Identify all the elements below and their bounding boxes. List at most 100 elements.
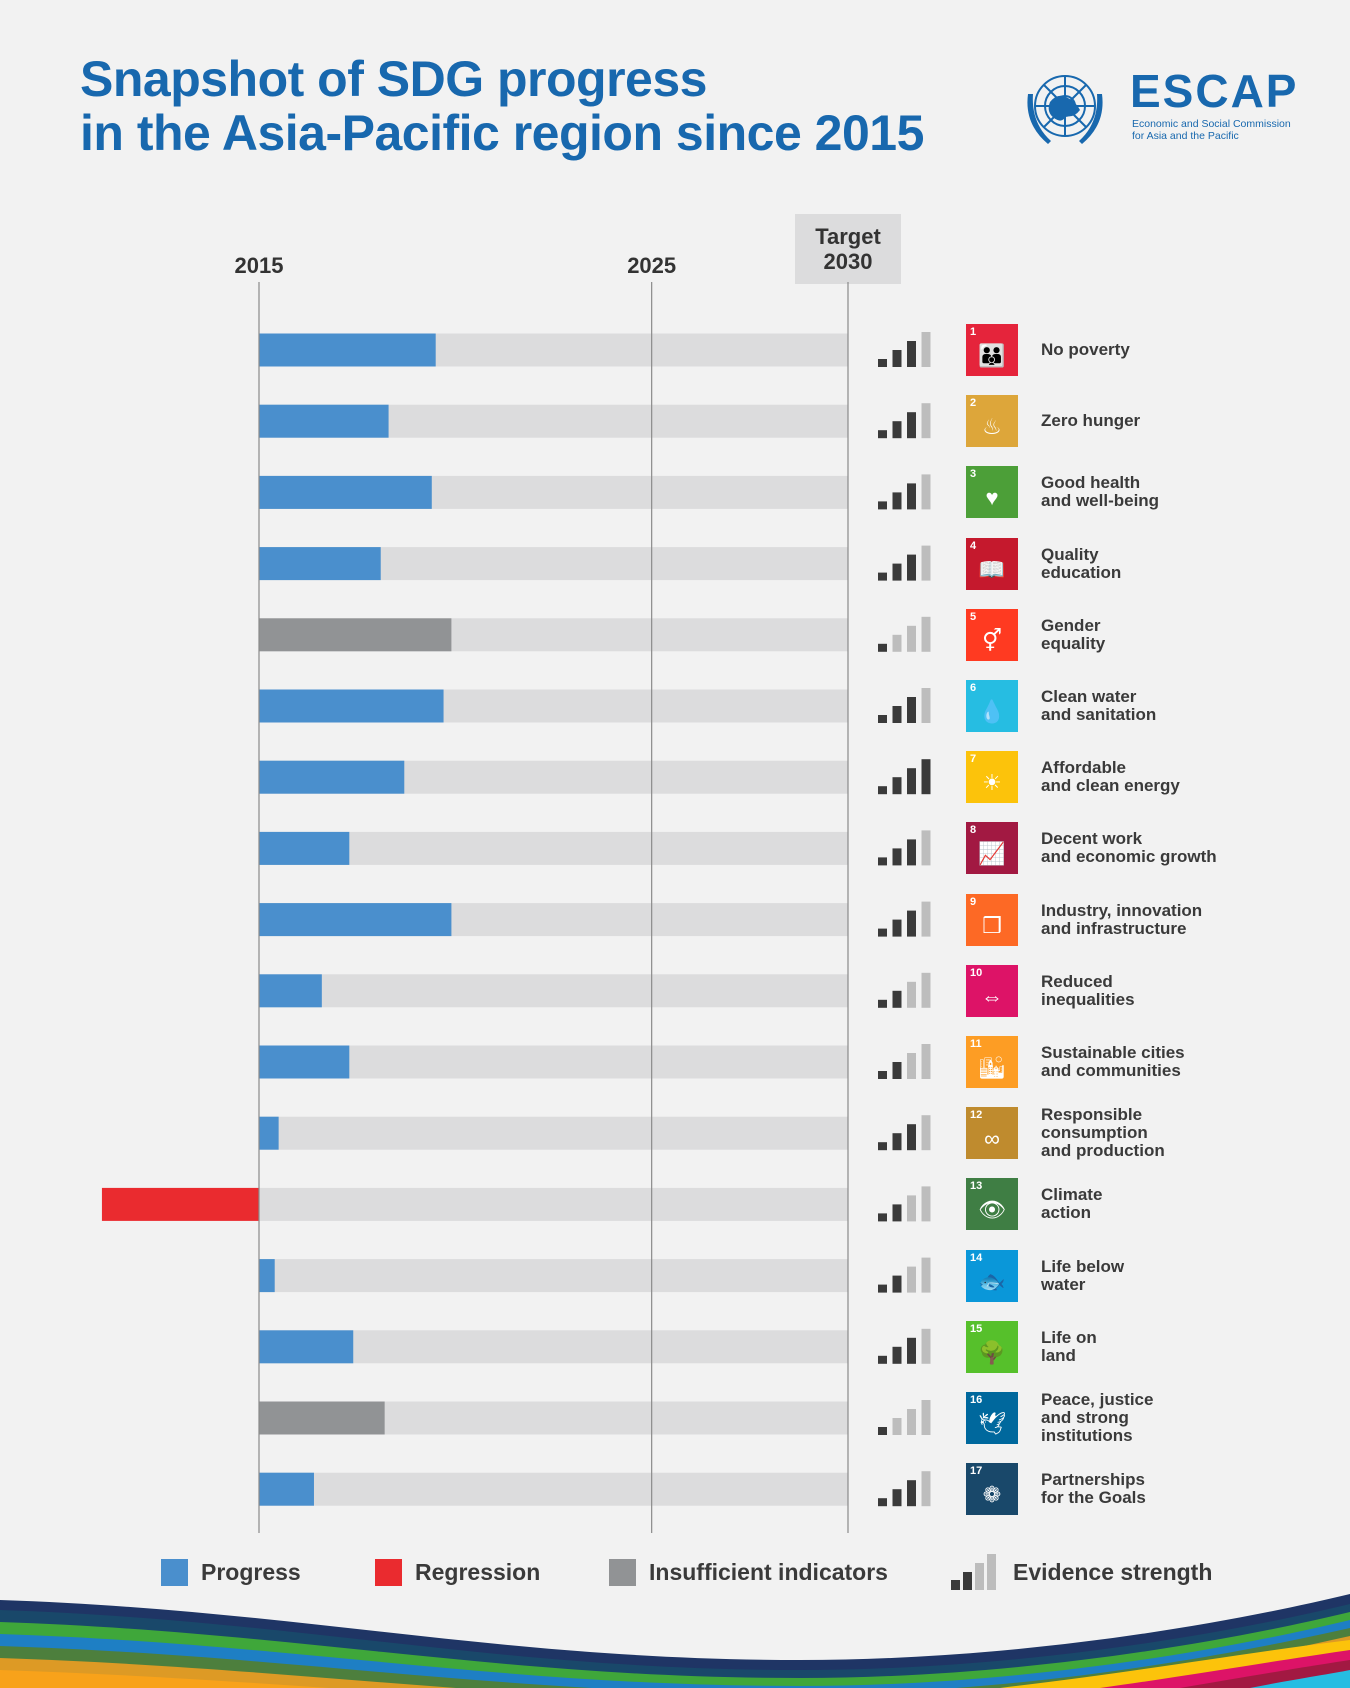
tick-label-target-line2: 2030 xyxy=(824,249,873,274)
legend-label-evidence: Evidence strength xyxy=(1013,1558,1213,1585)
evidence-bar-sdg-1-4 xyxy=(921,332,931,367)
sdg-11-city-icon: 11 🏙 xyxy=(966,1036,1018,1088)
city-icon: 🏙 xyxy=(978,1055,1006,1080)
evidence-bar-sdg-7-4 xyxy=(921,759,931,795)
evidence-bar-sdg-4-1 xyxy=(878,572,887,581)
evidence-bar-sdg-4-2 xyxy=(892,563,902,581)
target-box xyxy=(795,214,901,284)
goal-label-sdg-12: Responsible consumption and production xyxy=(1041,1106,1165,1160)
evidence-bar-sdg-14-4 xyxy=(921,1257,931,1293)
evidence-bar-sdg-15-4 xyxy=(921,1328,931,1364)
goal-label-line: Reduced xyxy=(1041,971,1113,991)
legend-swatch-progress xyxy=(161,1558,188,1586)
bar-track-sdg-17 xyxy=(259,1472,848,1506)
bar-sdg-12 xyxy=(259,1116,279,1150)
sdg-17-flower-rings-icon: 17 ❁ xyxy=(966,1463,1018,1516)
sdg-number: 8 xyxy=(970,824,977,837)
gender-icon: ⚥ xyxy=(982,627,1002,653)
sdg-number: 5 xyxy=(970,610,977,623)
goal-label-line: and strong xyxy=(1041,1408,1129,1427)
goal-label-sdg-16: Peace, justice and strong institutions xyxy=(1041,1391,1153,1445)
bar-sdg-3 xyxy=(259,475,432,509)
evidence-bar-sdg-17-2 xyxy=(892,1489,902,1507)
evidence-bar-sdg-9-2 xyxy=(892,919,902,937)
goal-label-line: for the Goals xyxy=(1041,1488,1146,1508)
evidence-bar-sdg-3-4 xyxy=(921,474,931,510)
sdg-number: 15 xyxy=(970,1322,983,1335)
evidence-bar-sdg-10-3 xyxy=(907,981,916,1008)
evidence-bar-sdg-13-1 xyxy=(878,1213,887,1222)
evidence-bar-sdg-12-1 xyxy=(878,1142,887,1151)
legend-label-regression: Regression xyxy=(415,1558,541,1585)
evidence-bar-sdg-11-4 xyxy=(921,1044,931,1079)
goal-label-line: action xyxy=(1041,1203,1092,1223)
sdg-number: 11 xyxy=(970,1038,982,1050)
evidence-bar-sdg-11-3 xyxy=(907,1053,916,1079)
legend-item-evidence: Evidence strength xyxy=(951,1554,1213,1590)
sun-icon: ☀ xyxy=(982,770,1002,796)
equality-icon: ⇔ xyxy=(981,983,1003,1009)
logo-subtitle: Economic and Social Commission for Asia … xyxy=(1132,118,1291,142)
evidence-bar-sdg-7-3 xyxy=(907,768,916,795)
sdg-4-book-icon: 4 📖 xyxy=(966,537,1018,590)
goal-label-line: Good health xyxy=(1041,473,1141,493)
evidence-bar-sdg-5-2 xyxy=(892,634,902,652)
evidence-bar-sdg-7-1 xyxy=(878,786,887,795)
evidence-bar-sdg-2-3 xyxy=(907,412,916,439)
sdg-8-growth-chart-icon: 8 📈 xyxy=(966,822,1018,875)
legend-label-progress: Progress xyxy=(201,1558,301,1585)
evidence-bar-sdg-3-1 xyxy=(878,501,887,510)
tick-label-2025: 2025 xyxy=(627,253,676,278)
evidence-bar-sdg-13-3 xyxy=(907,1195,916,1222)
sdg-15-tree-icon: 15 🌳 xyxy=(966,1320,1018,1373)
growth-chart-icon: 📈 xyxy=(978,841,1006,867)
dove-icon: 🕊 xyxy=(978,1411,1006,1436)
sdg-number: 2 xyxy=(970,397,977,410)
evidence-bar-sdg-10-2 xyxy=(892,990,902,1008)
sdg-6-water-icon: 6 💧 xyxy=(966,680,1018,732)
sdg-number: 7 xyxy=(970,753,977,766)
evidence-bar-sdg-6-3 xyxy=(907,697,916,723)
sdg-number: 12 xyxy=(970,1109,983,1122)
logo-subtitle-line-1: Economic and Social Commission xyxy=(1132,118,1291,130)
evidence-bar-sdg-6-2 xyxy=(892,706,902,723)
legend-label-insufficient: Insufficient indicators xyxy=(649,1558,888,1585)
sdg-number: 3 xyxy=(970,468,977,481)
goal-label-line: Zero hunger xyxy=(1041,411,1141,431)
logo-subtitle-line-2: for Asia and the Pacific xyxy=(1132,130,1239,142)
goal-label-line: Decent work xyxy=(1041,829,1143,849)
book-icon: 📖 xyxy=(978,556,1006,582)
cubes-icon: ❒ xyxy=(982,912,1002,938)
goal-label-line: consumption xyxy=(1041,1123,1148,1143)
goal-label-line: Quality xyxy=(1041,544,1099,564)
evidence-bar-sdg-10-4 xyxy=(921,972,931,1008)
goal-label-sdg-8: Decent work and economic growth xyxy=(1041,830,1217,866)
evidence-bar-sdg-15-2 xyxy=(892,1346,902,1364)
evidence-bar-sdg-4-4 xyxy=(921,545,931,581)
evidence-bar-sdg-15-3 xyxy=(907,1337,916,1364)
water-icon: 💧 xyxy=(978,699,1006,724)
page-title: Snapshot of SDG progress in the Asia-Pac… xyxy=(80,52,924,160)
evidence-bar-sdg-16-3 xyxy=(907,1409,916,1435)
bar-track-sdg-12 xyxy=(259,1116,848,1150)
sdg-number: 14 xyxy=(970,1251,983,1264)
evidence-bar-sdg-6-4 xyxy=(921,688,931,723)
evidence-bar-sdg-17-3 xyxy=(907,1480,916,1507)
bar-track-sdg-14 xyxy=(259,1259,848,1293)
sdg-2-food-bowl-icon: 2 ♨ xyxy=(966,395,1018,448)
goal-label-line: institutions xyxy=(1041,1426,1133,1445)
heartbeat-icon: ♥ xyxy=(985,485,999,511)
logo-name: ESCAP xyxy=(1130,65,1299,117)
bar-sdg-1 xyxy=(259,333,436,367)
bar-track-sdg-8 xyxy=(259,831,848,865)
bar-sdg-6 xyxy=(259,689,444,723)
sdg-number: 10 xyxy=(970,966,983,979)
evidence-bar-sdg-5-3 xyxy=(907,625,916,652)
goal-label-line: and clean energy xyxy=(1041,776,1180,796)
legend-item-insufficient: Insufficient indicators xyxy=(609,1556,888,1588)
title-line-1: Snapshot of SDG progress xyxy=(80,51,707,107)
tree-icon: 🌳 xyxy=(978,1339,1006,1365)
evidence-bar-sdg-12-4 xyxy=(921,1115,931,1151)
evidence-bar-sdg-10-1 xyxy=(878,999,887,1008)
goal-label-sdg-9: Industry, innovation and infrastructure xyxy=(1041,901,1202,938)
